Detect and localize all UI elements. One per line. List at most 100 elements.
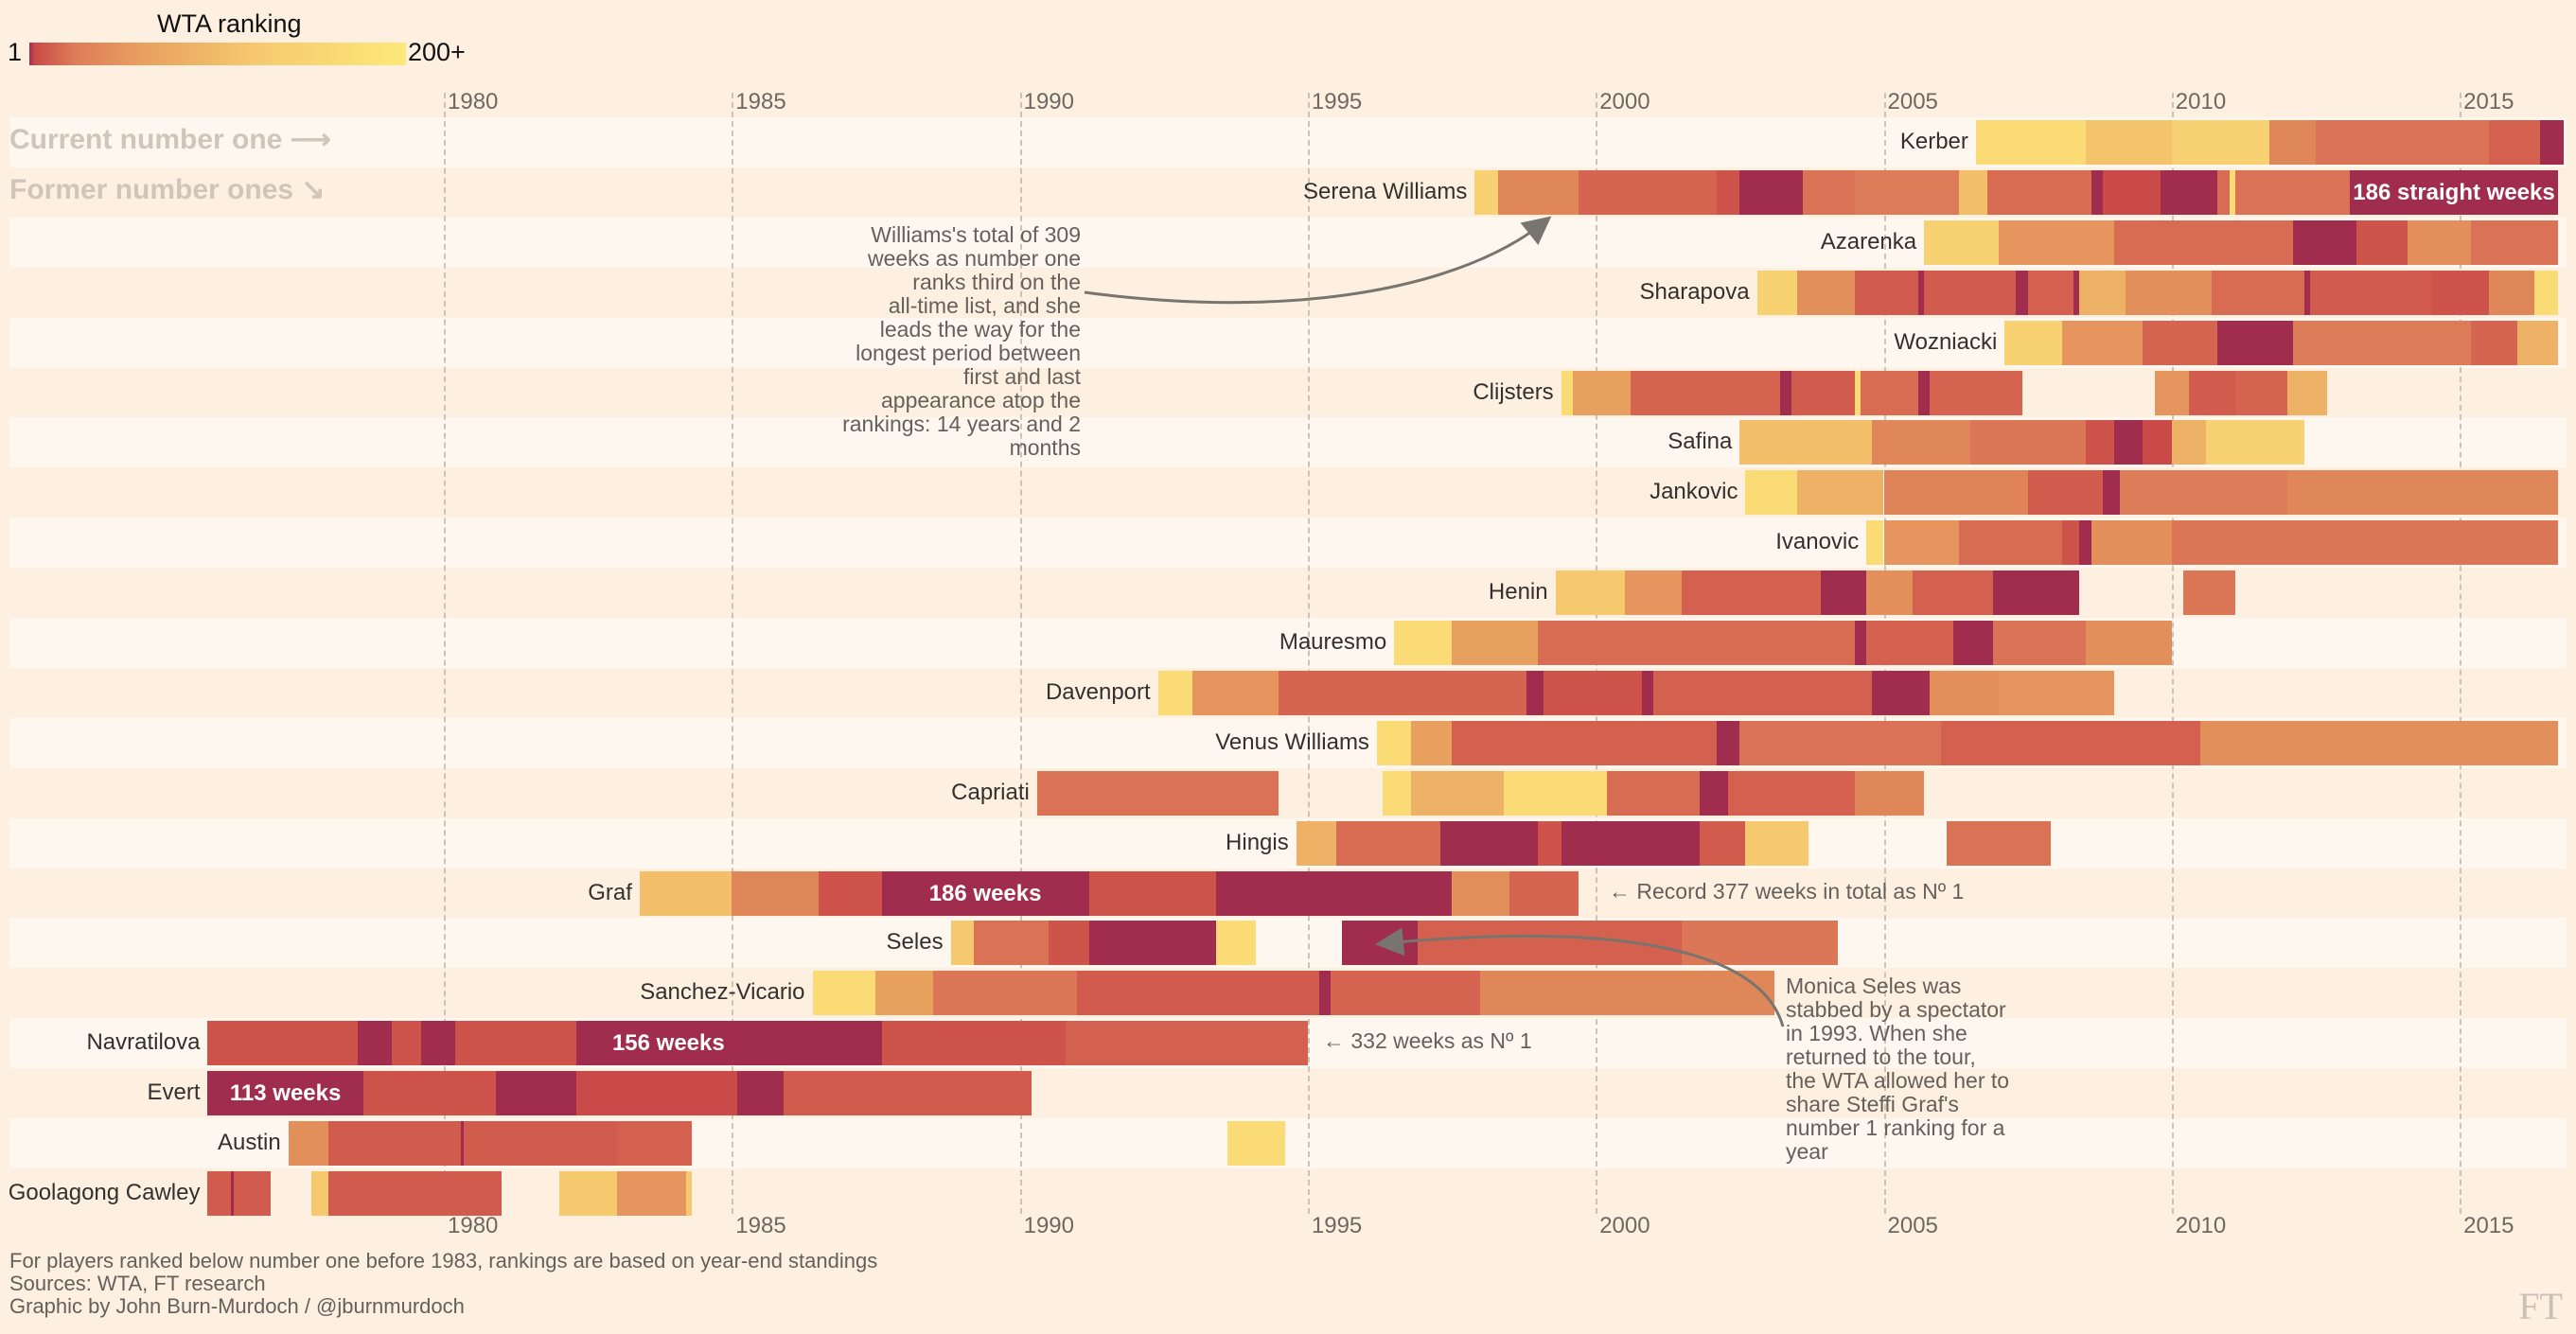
ranking-segment bbox=[2102, 470, 2121, 516]
ranking-segment bbox=[2534, 270, 2558, 315]
x-tick-bottom: 1990 bbox=[1023, 1213, 1074, 1238]
footer-note: For players ranked below number one befo… bbox=[9, 1249, 878, 1273]
ranking-segment bbox=[575, 1071, 738, 1116]
ranking-segment bbox=[1855, 370, 1861, 415]
legend-color-scale bbox=[29, 43, 406, 65]
ranking-segment bbox=[784, 1071, 1032, 1116]
ranking-segment bbox=[1739, 169, 1804, 215]
ranking-segment bbox=[1947, 820, 2051, 866]
ranking-segment bbox=[818, 870, 882, 916]
ranking-segment bbox=[455, 1021, 576, 1066]
ranking-segment bbox=[2073, 270, 2080, 315]
player-name: Sanchez-Vicario bbox=[640, 979, 805, 1006]
x-tick-bottom: 1985 bbox=[735, 1213, 786, 1238]
ranking-segment bbox=[2004, 320, 2063, 365]
ranking-segment bbox=[2286, 470, 2558, 516]
annotation-line: weeks as number one bbox=[867, 246, 1081, 271]
ranking-segment bbox=[2154, 370, 2190, 415]
ranking-segment bbox=[288, 1121, 329, 1166]
row-band bbox=[9, 817, 2567, 869]
ranking-segment bbox=[1555, 570, 1625, 616]
legend-min-label: 1 bbox=[8, 38, 23, 66]
player-name: Austin bbox=[217, 1130, 281, 1155]
ranking-segment bbox=[2126, 270, 2213, 315]
ranking-segment bbox=[2085, 420, 2114, 465]
ranking-segment bbox=[685, 1170, 692, 1216]
annotation-line: rankings: 14 years and 2 bbox=[842, 412, 1081, 436]
weeks-at-number-one-label: 186 weeks bbox=[928, 880, 1042, 906]
ranking-segment bbox=[2303, 270, 2310, 315]
ranking-segment bbox=[1578, 169, 1717, 215]
annotation-line: ranks third on the bbox=[912, 270, 1081, 294]
ranking-segment bbox=[737, 1071, 785, 1116]
ranking-segment bbox=[1930, 370, 2022, 415]
ranking-segment bbox=[1572, 370, 1631, 415]
ranking-segment bbox=[1952, 621, 1994, 665]
ranking-segment bbox=[1717, 169, 1740, 215]
annotation-line: year bbox=[1786, 1139, 1828, 1164]
ranking-segment bbox=[328, 1170, 502, 1216]
ranking-segment bbox=[1607, 770, 1700, 816]
ranking-segment bbox=[1411, 720, 1453, 765]
ranking-segment bbox=[1739, 720, 1942, 765]
ranking-segment bbox=[2062, 320, 2144, 365]
ranking-segment bbox=[575, 1021, 882, 1066]
weeks-at-number-one-label: 156 weeks bbox=[611, 1030, 725, 1057]
ranking-segment bbox=[1394, 621, 1453, 665]
player-name: Graf bbox=[588, 879, 632, 905]
ranking-segment bbox=[2091, 169, 2103, 215]
ranking-segment bbox=[1883, 470, 2028, 516]
ranking-segment bbox=[2488, 120, 2541, 165]
ranking-segment bbox=[1699, 820, 1746, 866]
ranking-segment bbox=[1452, 720, 1717, 765]
ranking-segment bbox=[2062, 520, 2080, 566]
ranking-segment bbox=[1855, 770, 1925, 816]
ranking-segment bbox=[2085, 621, 2172, 665]
ranking-segment bbox=[1630, 370, 1780, 415]
ranking-segment bbox=[1641, 670, 1654, 715]
ranking-segment bbox=[1872, 420, 1970, 465]
ranking-segment bbox=[207, 1021, 358, 1066]
ranking-segment bbox=[1779, 370, 1792, 415]
ranking-segment bbox=[392, 1021, 421, 1066]
ranking-segment bbox=[1791, 370, 1856, 415]
player-name: Henin bbox=[1488, 579, 1548, 606]
ranking-segment bbox=[1855, 621, 1867, 665]
footer-sources: Sources: WTA, FT research bbox=[9, 1272, 266, 1295]
ranking-segment bbox=[311, 1170, 329, 1216]
annotation-line: the WTA allowed her to bbox=[1786, 1068, 2010, 1093]
ranking-segment bbox=[1999, 219, 2114, 265]
ranking-segment bbox=[1561, 370, 1573, 415]
ranking-segment bbox=[1993, 621, 2086, 665]
ranking-segment bbox=[2355, 219, 2408, 265]
ranking-segment bbox=[1993, 570, 2080, 616]
annotation-line: number 1 ranking for a bbox=[1786, 1115, 2005, 1140]
ranking-segment bbox=[616, 1170, 686, 1216]
ranking-segment bbox=[2016, 270, 2028, 315]
x-tick-bottom: 1980 bbox=[448, 1213, 499, 1238]
ranking-segment bbox=[2200, 720, 2558, 765]
ranking-segment bbox=[1999, 670, 2114, 715]
ranking-segment bbox=[616, 1121, 692, 1166]
ranking-segment bbox=[1958, 520, 2063, 566]
x-tick-top: 1980 bbox=[448, 89, 499, 114]
player-name: Serena Williams bbox=[1303, 178, 1468, 204]
player-name: Evert bbox=[147, 1079, 201, 1106]
ranking-segment bbox=[1544, 670, 1642, 715]
ranking-segment bbox=[2113, 219, 2293, 265]
gridline-1985 bbox=[732, 93, 734, 1214]
ranking-segment bbox=[2430, 270, 2489, 315]
ranking-segment bbox=[1866, 570, 1913, 616]
ranking-segment bbox=[2079, 520, 2091, 566]
ranking-segment bbox=[1883, 520, 1959, 566]
ranking-segment bbox=[1975, 120, 2086, 165]
ranking-segment bbox=[2027, 470, 2103, 516]
ranking-segment bbox=[2269, 120, 2316, 165]
ranking-segment bbox=[2540, 120, 2564, 165]
ranking-segment bbox=[2189, 370, 2235, 415]
player-name: Mauresmo bbox=[1279, 629, 1387, 655]
ranking-segment bbox=[230, 1170, 234, 1216]
ranking-segment bbox=[1336, 820, 1440, 866]
ranking-segment bbox=[2408, 219, 2472, 265]
ranking-segment bbox=[1474, 169, 1498, 215]
